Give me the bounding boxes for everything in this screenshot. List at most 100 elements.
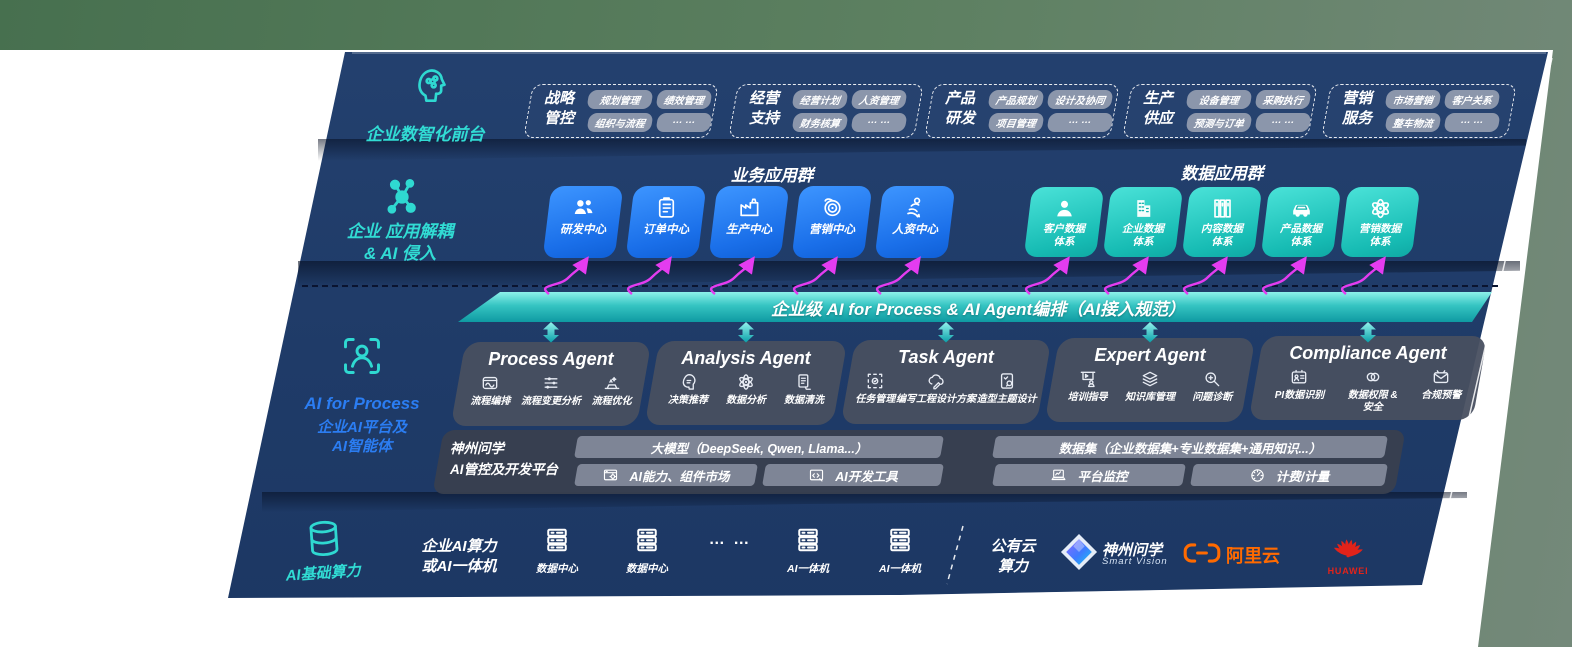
billing-bar: 计费/计量 — [1192, 464, 1386, 486]
cloud-edit-icon — [926, 371, 946, 391]
agent-item-label: 培训指导 — [1067, 392, 1108, 403]
agent-item-label: 合规预警 — [1421, 390, 1462, 401]
app-layer-label: 企业 应用解耦 & AI 侵入 — [325, 221, 475, 265]
training-icon — [1078, 369, 1098, 389]
business-app-box: 人资中心 — [879, 186, 951, 258]
agent-item: 问题诊断 — [1192, 369, 1232, 404]
dataset-bar-label: 数据集（企业数据集+专业数据集+通用知识...） — [1058, 441, 1322, 456]
agent-item: 编写工程设计方案 — [896, 371, 976, 406]
agent-item: 数据清洗 — [784, 372, 824, 407]
app-box-label: 企业数据 体系 — [1122, 223, 1164, 248]
agent-items: 决策推荐 数据分析 数据清洗 — [652, 369, 840, 407]
public-cloud-line2: 算力 — [997, 558, 1028, 576]
public-cloud-label: 公有云 算力 — [982, 537, 1044, 578]
agent-card: Expert Agent 培训指导 知识库管理 问题诊断 — [1052, 338, 1248, 422]
smartvision-sub: Smart Vision — [1102, 556, 1168, 567]
factory-icon — [737, 195, 762, 220]
group-chips: 经营计划 人资管理 财务核算… … — [791, 90, 908, 132]
group-title: 生产 供应 — [1142, 90, 1173, 128]
platform-monitor-bar-label: 平台监控 — [1077, 469, 1128, 484]
atom-icon — [736, 372, 756, 392]
agent-item-label: 问题诊断 — [1192, 392, 1233, 403]
module-chip: 整车物流 — [1384, 113, 1442, 132]
mail-alert-icon — [1431, 367, 1451, 387]
huawei-logo — [1330, 529, 1366, 565]
model-bar: 大模型（DeepSeek, Qwen, Llama...） — [576, 436, 942, 458]
person-scan-icon — [340, 334, 384, 378]
front-office-group: 战略 管控 规划管理 绩效管理 组织与流程… … — [528, 84, 714, 138]
rings-icon — [1363, 367, 1383, 387]
module-chip: 财务核算 — [791, 113, 849, 132]
app-box-label: 人资中心 — [892, 224, 938, 236]
atom-icon — [1368, 196, 1393, 221]
agent-item-label: 编写工程设计方案 — [895, 394, 976, 405]
agent-item-label: 流程优化 — [591, 396, 632, 407]
front-office-group: 营销 服务 市场营销 客户关系 整车物流… … — [1326, 84, 1512, 138]
data-app-box: 营销数据 体系 — [1344, 187, 1416, 257]
group-chips: 规划管理 绩效管理 组织与流程… … — [586, 90, 713, 132]
business-group-title: 业务应用群 — [730, 167, 814, 185]
layers-icon — [1140, 369, 1160, 389]
ai-components-bar: AI能力、组件市场 — [576, 464, 756, 486]
module-chip: 绩效管理 — [655, 90, 713, 109]
design-doc-icon — [997, 371, 1017, 391]
diagnose-icon — [1202, 369, 1222, 389]
front-office-group: 生产 供应 设备管理 采购执行 预测与订单… … — [1127, 84, 1313, 138]
agent-item: 知识库管理 — [1125, 369, 1175, 404]
user-icon — [1052, 196, 1077, 221]
components-icon — [602, 467, 619, 484]
module-chip: … … — [850, 113, 908, 132]
agent-item: PI数据识别 — [1275, 367, 1324, 402]
app-layer-label-line1: 企业 应用解耦 — [346, 222, 454, 241]
infra-node-label: AI一体机 — [879, 563, 921, 575]
infra-node-label: 数据中心 — [626, 563, 668, 575]
books-icon — [1210, 196, 1235, 221]
app-box-label: 订单中心 — [643, 224, 689, 236]
app-box-label: 营销数据 体系 — [1359, 223, 1401, 248]
module-chip: 采购执行 — [1254, 90, 1312, 109]
agent-card: Compliance Agent PI数据识别 数据权限 & 安全 合规预警 — [1256, 336, 1480, 420]
sliders-icon — [541, 373, 561, 393]
agent-item-label: 流程变更分析 — [520, 396, 581, 407]
ai-platform-label-line2: AI智能体 — [331, 438, 392, 455]
server-icon — [793, 525, 823, 555]
devtools-icon — [808, 467, 825, 484]
molecule-icon — [381, 176, 423, 218]
module-chip: 项目管理 — [987, 113, 1045, 132]
platform-label: 神州问学 AI管控及开发平台 — [450, 439, 580, 481]
data-app-box: 企业数据 体系 — [1107, 187, 1179, 257]
platform-panel: 神州问学 AI管控及开发平台 大模型（DeepSeek, Qwen, Llama… — [438, 430, 1400, 494]
business-app-box: 研发中心 — [547, 186, 619, 258]
ai-platform-label-line1: 企业AI平台及 — [316, 419, 407, 436]
ai-components-bar-label: AI能力、组件市场 — [629, 469, 730, 484]
orchestration-bar-label: 企业级 AI for Process & AI Agent编排（AI接入规范） — [770, 299, 1186, 319]
data-app-box: 产品数据 体系 — [1265, 187, 1337, 257]
front-office-group: 产品 研发 产品规划 设计及协同 项目管理… … — [929, 84, 1115, 138]
app-box-label: 产品数据 体系 — [1280, 223, 1322, 248]
module-chip: 经营计划 — [791, 90, 849, 109]
ai-for-process-title: AI for Process — [304, 394, 420, 413]
group-title: 营销 服务 — [1341, 90, 1372, 128]
module-chip: 客户关系 — [1443, 90, 1501, 109]
agent-item-label: 知识库管理 — [1124, 392, 1175, 403]
group-title: 产品 研发 — [944, 90, 975, 128]
agent-item: 决策推荐 — [668, 372, 708, 407]
server-icon — [632, 525, 662, 555]
agent-title: Compliance Agent — [1289, 343, 1447, 363]
module-chip: … … — [655, 113, 713, 132]
monitor-icon — [1050, 467, 1067, 484]
app-box-label: 内容数据 体系 — [1201, 223, 1243, 248]
group-chips: 产品规划 设计及协同 项目管理… … — [987, 90, 1114, 132]
compute-label-line1: 企业AI算力 — [421, 538, 497, 555]
business-app-box: 订单中心 — [630, 186, 702, 258]
agent-items: 培训指导 知识库管理 问题诊断 — [1052, 366, 1248, 404]
platform-monitor-bar: 平台监控 — [994, 464, 1184, 486]
data-app-box: 内容数据 体系 — [1186, 187, 1258, 257]
decision-head-icon — [678, 372, 698, 392]
agent-card: Analysis Agent 决策推荐 数据分析 数据清洗 — [652, 341, 840, 425]
agent-items: 流程编排 流程变更分析 流程优化 — [458, 370, 644, 408]
group-chips: 设备管理 采购执行 预测与订单… … — [1185, 90, 1312, 132]
orchestration-bar: 企业级 AI for Process & AI Agent编排（AI接入规范） — [458, 292, 1492, 322]
agent-item: 数据权限 & 安全 — [1348, 367, 1398, 414]
